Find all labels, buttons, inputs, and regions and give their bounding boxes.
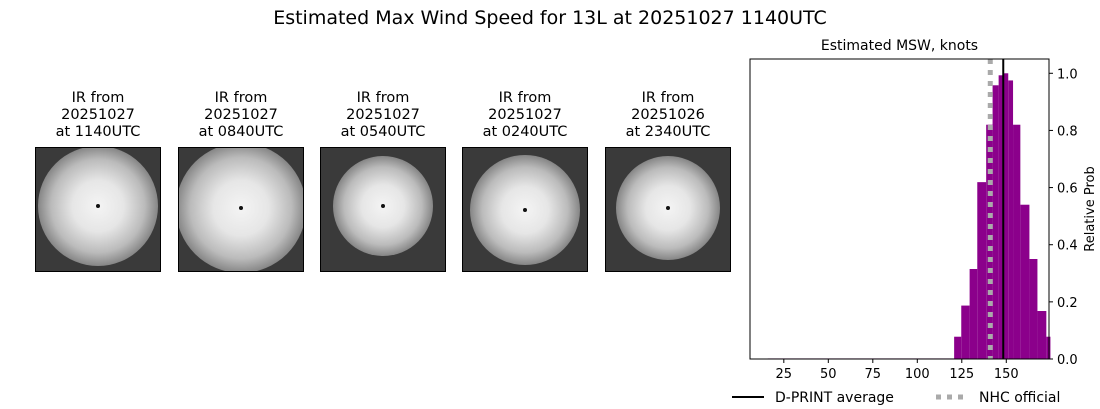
panel-title-line: IR from: [641, 90, 695, 106]
y-tick-label: 0.6: [1057, 182, 1078, 197]
panel-title-line: at 0540UTC: [340, 124, 426, 140]
storm-eye: [239, 206, 243, 210]
ir-satellite-image: [462, 147, 588, 272]
panel-title-line: 20251027: [204, 107, 278, 123]
histogram-bar: [1029, 259, 1038, 359]
panel-title-line: at 2340UTC: [625, 124, 711, 140]
panel-title-line: IR from: [498, 90, 552, 106]
panel-title-line: IR from: [214, 90, 268, 106]
histogram-bar: [986, 124, 993, 359]
histogram-bar: [1037, 311, 1047, 359]
legend-dprint-label: D-PRINT average: [775, 390, 894, 406]
x-tick-label: 100: [905, 367, 930, 382]
x-tick-label: 25: [776, 367, 793, 382]
y-tick-label: 0.8: [1057, 124, 1078, 139]
histogram-bar: [998, 75, 1004, 360]
chart-title: Estimated MSW, knots: [821, 38, 978, 54]
x-tick-label: 125: [949, 367, 974, 382]
plot-frame: [749, 58, 1050, 360]
panel-title-line: IR from: [356, 90, 410, 106]
y-tick-label: 1.0: [1057, 67, 1078, 82]
y-tick-label: 0.4: [1057, 239, 1078, 254]
x-tick-label: 75: [865, 367, 882, 382]
panel-title-line: at 0240UTC: [482, 124, 568, 140]
panel-title: IR from 20251027 at 0840UTC: [178, 90, 304, 141]
histogram-bar: [1046, 336, 1051, 359]
ir-satellite-image: [320, 147, 446, 272]
histogram-bar: [1020, 204, 1030, 359]
panel-title-line: at 1140UTC: [55, 124, 141, 140]
panel-title: IR from 20251027 at 0540UTC: [320, 90, 446, 141]
histogram-bar: [954, 336, 962, 359]
panel-title: IR from 20251026 at 2340UTC: [605, 90, 731, 141]
histogram-bar: [1013, 124, 1021, 359]
histogram-bar: [992, 85, 999, 360]
histogram-bar: [969, 269, 978, 359]
panel-title-line: 20251026: [631, 107, 705, 123]
y-tick-label: 0.2: [1057, 296, 1078, 311]
storm-eye: [96, 204, 100, 208]
storm-eye: [381, 204, 385, 208]
storm-eye: [523, 208, 527, 212]
ir-satellite-image: [605, 147, 731, 272]
x-tick-label: 50: [820, 367, 837, 382]
histogram-bar: [961, 305, 970, 359]
y-axis-label: Relative Prob: [1083, 166, 1098, 251]
panel-title-line: 20251027: [346, 107, 420, 123]
histogram-bar: [1008, 80, 1014, 359]
ir-satellite-image: [178, 147, 304, 272]
panel-title: IR from 20251027 at 1140UTC: [35, 90, 161, 141]
x-tick-label: 150: [994, 367, 1019, 382]
panel-title: IR from 20251027 at 0240UTC: [462, 90, 588, 141]
histogram-bar: [977, 182, 987, 359]
histogram-bar: [1003, 73, 1009, 360]
panel-title-line: at 0840UTC: [198, 124, 284, 140]
storm-eye: [666, 206, 670, 210]
panel-title-line: IR from: [71, 90, 125, 106]
y-tick-label: 0.0: [1057, 353, 1078, 368]
figure-title: Estimated Max Wind Speed for 13L at 2025…: [273, 7, 827, 29]
panel-title-line: 20251027: [61, 107, 135, 123]
ir-satellite-image: [35, 147, 161, 272]
legend-nhc-label: NHC official: [979, 390, 1060, 406]
panel-title-line: 20251027: [488, 107, 562, 123]
